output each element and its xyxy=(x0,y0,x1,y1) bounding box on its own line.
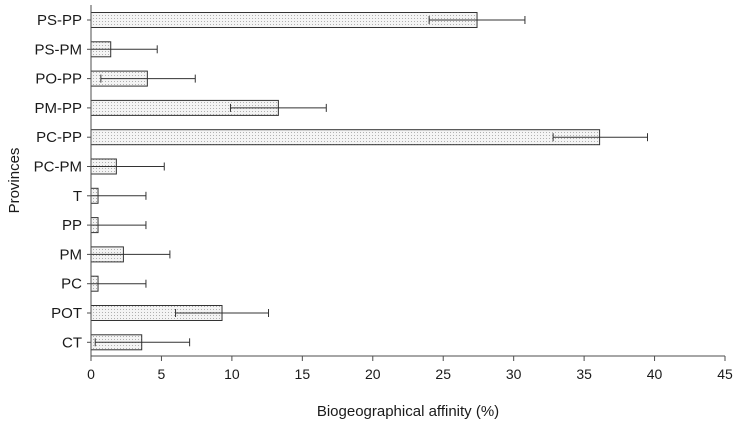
x-tick-label: 5 xyxy=(158,366,166,382)
y-categories: PS-PP PS-PM PO-PP PM-PP PC-PP PC-PM T PP PM PC POT… xyxy=(34,12,91,351)
error-bar-ps-pp xyxy=(428,16,526,24)
category-label-pc: PC xyxy=(61,276,82,293)
category-label-ct: CT xyxy=(62,334,82,351)
error-bar-pot xyxy=(175,309,270,317)
error-bar-pc-pp xyxy=(552,133,649,142)
category-label-pc-pm: PC-PM xyxy=(34,159,82,176)
error-bar-pp xyxy=(90,221,147,230)
bar-ps-pp xyxy=(90,12,478,28)
y-axis-title: Provinces xyxy=(6,148,23,214)
x-tick-label: 20 xyxy=(365,366,381,382)
category-label-pp: PP xyxy=(62,217,82,234)
category-label-pot: POT xyxy=(51,305,82,322)
category-label-pm: PM xyxy=(60,246,83,263)
x-tick-label: 10 xyxy=(224,366,240,382)
x-ticks: 0 5 10 15 20 25 30 35 40 45 xyxy=(87,356,733,382)
x-tick-label: 15 xyxy=(295,366,311,382)
error-bar-pc xyxy=(90,279,147,288)
bar-pc-pp xyxy=(90,129,601,146)
error-bar-pm-pp xyxy=(229,103,327,112)
error-bar-po-pp xyxy=(100,74,196,83)
category-label-po-pp: PO-PP xyxy=(35,71,82,88)
error-bar-t xyxy=(90,191,147,200)
x-tick-label: 45 xyxy=(717,366,733,382)
category-label-pc-pp: PC-PP xyxy=(36,129,82,146)
error-bar-ct xyxy=(94,338,191,347)
category-label-ps-pm: PS-PM xyxy=(34,41,82,58)
category-label-ps-pp: PS-PP xyxy=(37,12,82,29)
x-axis-title: Biogeographical affinity (%) xyxy=(317,403,499,420)
x-tick-label: 35 xyxy=(576,366,592,382)
category-label-pm-pp: PM-PP xyxy=(34,100,82,117)
x-tick-label: 25 xyxy=(435,366,451,382)
x-tick-label: 30 xyxy=(506,366,522,382)
axes-layer xyxy=(90,5,725,357)
x-tick-label: 40 xyxy=(647,366,663,382)
category-label-t: T xyxy=(73,188,82,205)
bars-layer xyxy=(90,12,649,351)
x-tick-label: 0 xyxy=(87,366,95,382)
